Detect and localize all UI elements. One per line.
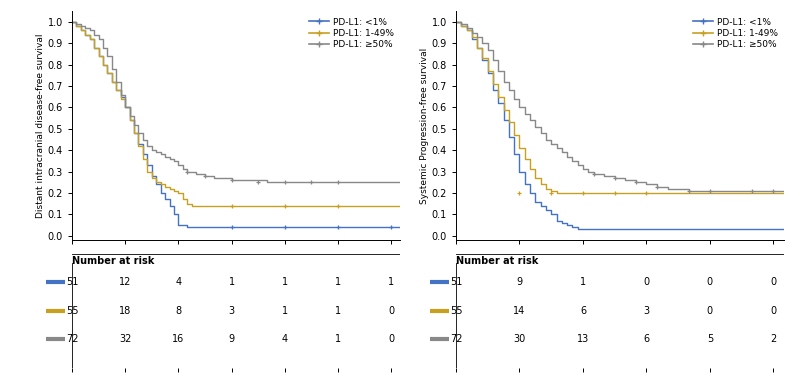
Legend: PD-L1: <1%, PD-L1: 1-49%, PD-L1: ≥50%: PD-L1: <1%, PD-L1: 1-49%, PD-L1: ≥50% xyxy=(691,16,779,51)
Text: 0: 0 xyxy=(388,306,394,316)
Text: 72: 72 xyxy=(66,334,78,344)
Text: 5: 5 xyxy=(707,334,713,344)
Text: 9: 9 xyxy=(517,277,522,287)
Text: 0: 0 xyxy=(770,277,777,287)
Text: 16: 16 xyxy=(172,334,185,344)
Text: 32: 32 xyxy=(119,334,131,344)
Text: 12: 12 xyxy=(119,277,131,287)
Text: 51: 51 xyxy=(450,277,462,287)
Y-axis label: Systemic Progression-free survival: Systemic Progression-free survival xyxy=(420,48,429,204)
Text: 55: 55 xyxy=(450,306,462,316)
Text: 0: 0 xyxy=(770,306,777,316)
Text: 1: 1 xyxy=(388,277,394,287)
Legend: PD-L1: <1%, PD-L1: 1-49%, PD-L1: ≥50%: PD-L1: <1%, PD-L1: 1-49%, PD-L1: ≥50% xyxy=(307,16,395,51)
Text: 0: 0 xyxy=(707,306,713,316)
Text: 55: 55 xyxy=(66,306,78,316)
Text: 0: 0 xyxy=(707,277,713,287)
Text: 9: 9 xyxy=(229,334,234,344)
Text: Number at risk: Number at risk xyxy=(72,256,154,266)
Text: 4: 4 xyxy=(175,277,182,287)
Text: 8: 8 xyxy=(175,306,182,316)
Text: 1: 1 xyxy=(282,306,288,316)
Text: 3: 3 xyxy=(643,306,650,316)
Text: 0: 0 xyxy=(388,334,394,344)
Text: 6: 6 xyxy=(580,306,586,316)
Text: 51: 51 xyxy=(66,277,78,287)
Text: 72: 72 xyxy=(450,334,462,344)
Text: 0: 0 xyxy=(643,277,650,287)
Text: 1: 1 xyxy=(335,334,341,344)
Text: 6: 6 xyxy=(643,334,650,344)
Text: 1: 1 xyxy=(335,306,341,316)
Text: 1: 1 xyxy=(580,277,586,287)
Text: 30: 30 xyxy=(514,334,526,344)
Text: Number at risk: Number at risk xyxy=(456,256,538,266)
Text: 4: 4 xyxy=(282,334,288,344)
Text: 14: 14 xyxy=(514,306,526,316)
Text: 1: 1 xyxy=(229,277,234,287)
Text: 2: 2 xyxy=(770,334,777,344)
Text: 1: 1 xyxy=(282,277,288,287)
Y-axis label: Distant intracranial disease-free survival: Distant intracranial disease-free surviv… xyxy=(36,33,45,218)
Text: 3: 3 xyxy=(229,306,234,316)
Text: 18: 18 xyxy=(119,306,131,316)
Text: 13: 13 xyxy=(577,334,589,344)
Text: 1: 1 xyxy=(335,277,341,287)
